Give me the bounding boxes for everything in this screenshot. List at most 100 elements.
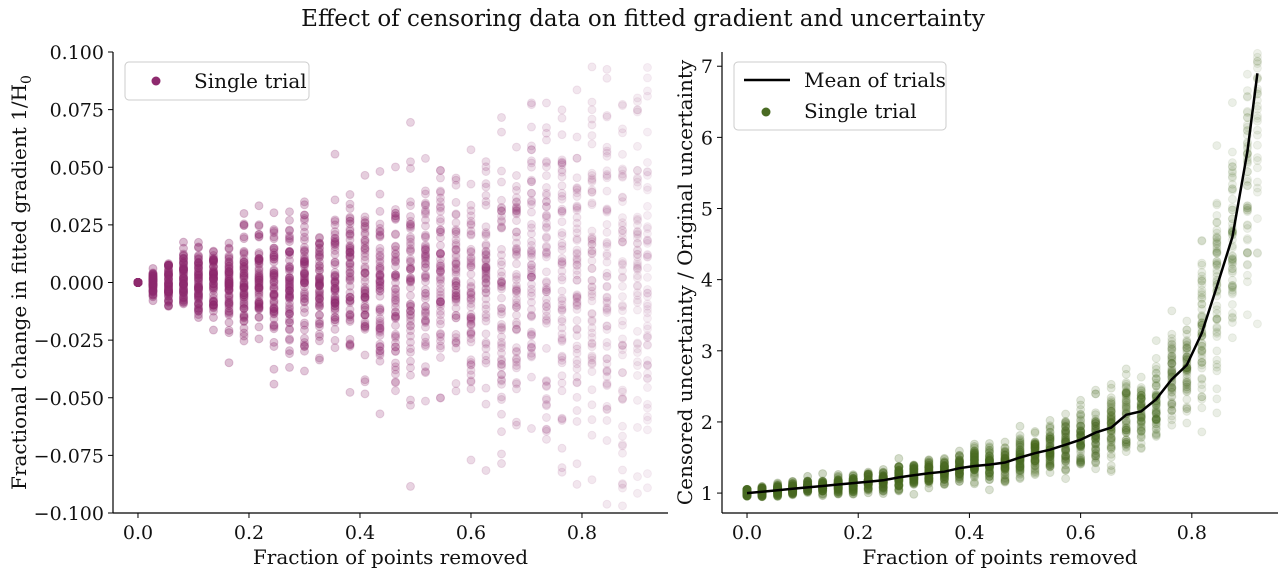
left-data-point [239, 304, 249, 314]
right-x-tick-label: 0.4 [954, 522, 984, 544]
left-data-point [148, 286, 158, 296]
left-data-point [148, 280, 158, 290]
left-data-point [164, 287, 173, 297]
right-data-point [1015, 474, 1025, 484]
left-data-point [224, 290, 234, 300]
left-data-point [208, 290, 218, 300]
right-data-point [1242, 181, 1252, 191]
right-data-point [1252, 319, 1262, 329]
left-data-point [224, 279, 234, 289]
left-data-point [239, 277, 249, 287]
right-data-point [1252, 187, 1262, 197]
left-data-point [239, 299, 249, 309]
left-data-point [254, 268, 264, 278]
left-data-point [224, 266, 234, 276]
right-y-tick-label: 4 [701, 270, 713, 292]
right-data-point [1167, 399, 1177, 409]
right-data-point [1076, 421, 1086, 431]
left-data-point [178, 293, 188, 303]
left-data-point [239, 249, 249, 259]
right-data-point [1212, 346, 1222, 356]
left-data-point [178, 262, 188, 272]
left-data-point [178, 265, 188, 275]
left-data-point [193, 283, 203, 293]
right-data-point [1136, 385, 1146, 395]
left-data-point [239, 280, 249, 290]
left-data-point [224, 244, 234, 254]
right-data-point [1227, 285, 1237, 295]
left-data-point [224, 238, 234, 248]
right-data-point [1121, 441, 1131, 451]
left-data-point [164, 284, 173, 294]
left-data-point [193, 274, 203, 284]
left-data-point [148, 273, 158, 283]
right-data-point [1091, 446, 1101, 456]
right-data-point [1030, 456, 1040, 466]
left-data-point [178, 274, 188, 284]
left-data-point [178, 298, 188, 308]
left-data-point [208, 300, 218, 310]
left-data-point [178, 265, 188, 275]
left-data-point [254, 232, 264, 242]
right-data-point [1151, 425, 1161, 435]
left-data-point [164, 283, 173, 293]
left-data-point [224, 282, 234, 292]
left-data-point [148, 279, 158, 289]
right-data-point [1227, 147, 1237, 157]
left-data-point [239, 265, 249, 275]
left-data-point [239, 283, 249, 293]
left-data-point [178, 284, 188, 294]
left-data-point [208, 254, 218, 264]
left-data-point [239, 219, 249, 229]
left-data-point [193, 283, 203, 293]
left-data-point [148, 271, 158, 281]
left-data-point [164, 289, 173, 299]
left-data-point [193, 310, 203, 320]
right-data-point [1091, 417, 1101, 427]
right-data-point [1242, 201, 1252, 211]
left-data-point [239, 323, 249, 333]
right-data-point [909, 475, 919, 485]
left-data-point [193, 254, 203, 264]
figure-title: Effect of censoring data on fitted gradi… [301, 6, 985, 32]
right-data-point [1182, 394, 1192, 404]
left-data-point [224, 298, 234, 308]
left-data-point [148, 276, 158, 286]
left-data-point [164, 268, 173, 278]
left-data-point [193, 303, 203, 313]
left-data-point [148, 278, 158, 288]
left-data-point [193, 298, 203, 308]
left-data-point [239, 268, 249, 278]
left-data-point [254, 220, 264, 230]
left-data-point [239, 279, 249, 289]
left-data-point [164, 295, 173, 305]
left-data-point [193, 290, 203, 300]
left-data-point [239, 257, 249, 267]
right-data-point [818, 469, 828, 479]
right-data-point [954, 446, 964, 456]
right-data-point [1227, 205, 1237, 215]
left-data-point [239, 271, 249, 281]
right-data-point [1106, 444, 1116, 454]
left-data-point [148, 275, 158, 285]
left-data-point [224, 285, 234, 295]
left-data-point [208, 268, 218, 278]
right-data-point [1136, 432, 1146, 442]
left-data-point [224, 279, 234, 289]
left-data-point [224, 243, 234, 253]
right-data-point [1212, 408, 1222, 418]
left-data-point [164, 284, 173, 294]
left-data-point [164, 270, 173, 280]
right-data-point [1252, 177, 1262, 187]
right-data-point [1242, 220, 1252, 230]
right-data-point [1061, 409, 1071, 419]
left-data-point [178, 296, 188, 306]
right-data-point [1182, 403, 1192, 413]
left-data-point [193, 267, 203, 277]
left-data-point [254, 254, 264, 264]
right-data-point [969, 452, 979, 462]
left-data-point [208, 269, 218, 279]
left-data-point [239, 310, 249, 320]
left-data-point [254, 280, 264, 290]
